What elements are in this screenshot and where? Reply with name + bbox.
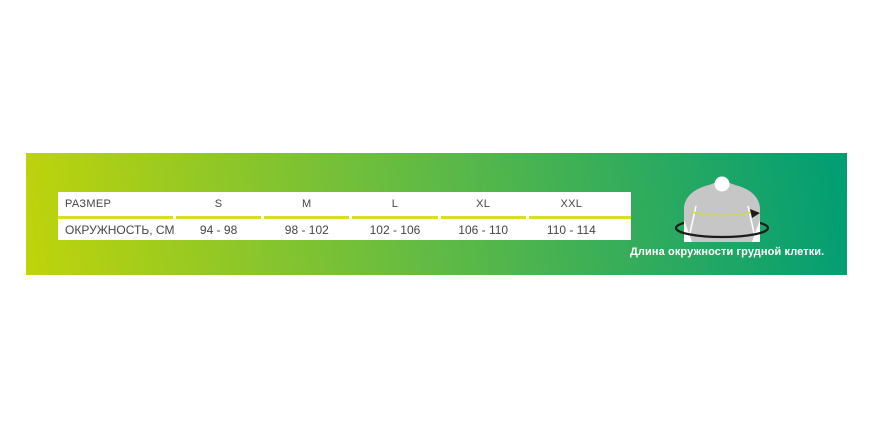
- chest-dashed-line: [691, 211, 753, 217]
- left-forearm-cutout: [684, 220, 692, 242]
- size-chart-table: РАЗМЕР S M L XL XXL ОКРУЖНОСТЬ, СМ 94 - …: [58, 192, 631, 240]
- right-forearm-cutout: [752, 220, 760, 242]
- tape-arrow: [750, 209, 760, 218]
- torso-shape: [684, 182, 760, 242]
- head-shape: [714, 176, 730, 192]
- size-header-xxl: XXL: [528, 192, 614, 219]
- torso-measure-illustration: [674, 176, 770, 242]
- size-header-s: S: [176, 192, 262, 219]
- value-xxl: 110 - 114: [528, 219, 614, 240]
- table-row-label: ОКРУЖНОСТЬ, СМ: [58, 219, 174, 240]
- table-header-label: РАЗМЕР: [58, 192, 173, 219]
- size-header-l: L: [352, 192, 438, 219]
- figure-caption: Длина окружности грудной клетки.: [630, 246, 825, 258]
- value-s: 94 - 98: [176, 219, 262, 240]
- value-l: 102 - 106: [352, 219, 438, 240]
- value-m: 98 - 102: [264, 219, 350, 240]
- measurement-figure: Длина окружности грудной клетки.: [630, 176, 825, 258]
- tape-ring-front: [674, 227, 770, 239]
- value-xl: 106 - 110: [440, 219, 526, 240]
- size-header-m: M: [264, 192, 350, 219]
- size-header-xl: XL: [440, 192, 526, 219]
